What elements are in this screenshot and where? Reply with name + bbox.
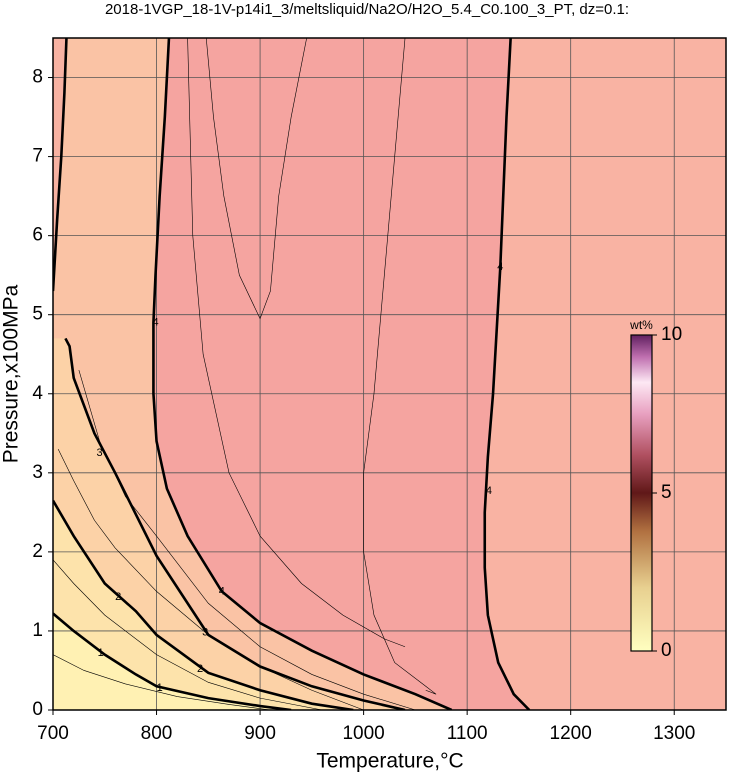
contour-label: 2 [197, 663, 203, 675]
y-tick-label: 5 [32, 304, 43, 325]
colorbar-label: wt% [629, 318, 653, 332]
contour-label: 4 [486, 485, 492, 497]
contour-fill [53, 613, 292, 710]
contour-label: 4 [219, 585, 225, 597]
x-tick-label: 1100 [447, 723, 488, 744]
colorbar [630, 334, 653, 652]
contour-line [53, 38, 68, 292]
contour-line [53, 612, 292, 710]
contour-line [53, 559, 323, 710]
contour-label: 4 [152, 317, 158, 329]
contour-line [205, 38, 307, 320]
y-tick-label: 8 [32, 67, 43, 88]
colorbar-tick-label: 5 [661, 482, 672, 503]
plot-area: 4 4 4 4 3 3 2 2 1 1 [53, 38, 726, 710]
contour-line [64, 337, 406, 710]
x-tick-label: 1300 [653, 723, 695, 744]
contour-line [152, 38, 453, 710]
chart-title: 2018-1VGP_18-1V-p14i1_3/meltsliquid/Na2O… [105, 1, 629, 18]
x-tick-label: 800 [141, 723, 173, 744]
y-tick-label: 0 [32, 699, 43, 720]
contour-fill [53, 38, 452, 710]
x-tick-label: 700 [37, 723, 69, 744]
y-tick-label: 6 [32, 225, 43, 246]
y-tick-label: 3 [32, 462, 43, 483]
overlay: 700 800 900 1000 1100 1200 1300 0 1 2 3 4 5 6 7 8 wt% 0 5 1… [32, 37, 727, 744]
y-tick-label: 2 [32, 541, 43, 562]
plot-frame [52, 37, 727, 711]
y-tick-label: 1 [32, 620, 43, 641]
x-tick-label: 1200 [550, 723, 592, 744]
contour-line [363, 38, 437, 695]
contour-line [483, 38, 531, 710]
contour-line [78, 369, 416, 710]
contour-line [57, 448, 364, 710]
contour-label: 3 [202, 626, 208, 638]
contour-fill [484, 38, 726, 710]
colorbar-tick-label: 0 [661, 640, 672, 661]
colorbar-tick-label: 10 [661, 324, 682, 345]
y-tick-label: 4 [32, 383, 43, 404]
x-tick-label: 1000 [342, 723, 384, 744]
contour-label: 2 [115, 591, 121, 603]
x-axis-label: Temperature,°C [316, 750, 463, 773]
y-tick-label: 7 [32, 146, 43, 167]
contour-label: 1 [98, 647, 104, 659]
contour-label: 3 [97, 447, 103, 459]
contour-line [53, 654, 271, 710]
contour-label: 4 [497, 261, 503, 273]
y-axis-label: Pressure,x100MPa [0, 284, 23, 463]
contour-line [53, 499, 354, 710]
contour-line [187, 38, 406, 648]
contour-fill [53, 500, 354, 710]
contour-label: 1 [157, 682, 163, 694]
x-tick-label: 900 [244, 723, 276, 744]
